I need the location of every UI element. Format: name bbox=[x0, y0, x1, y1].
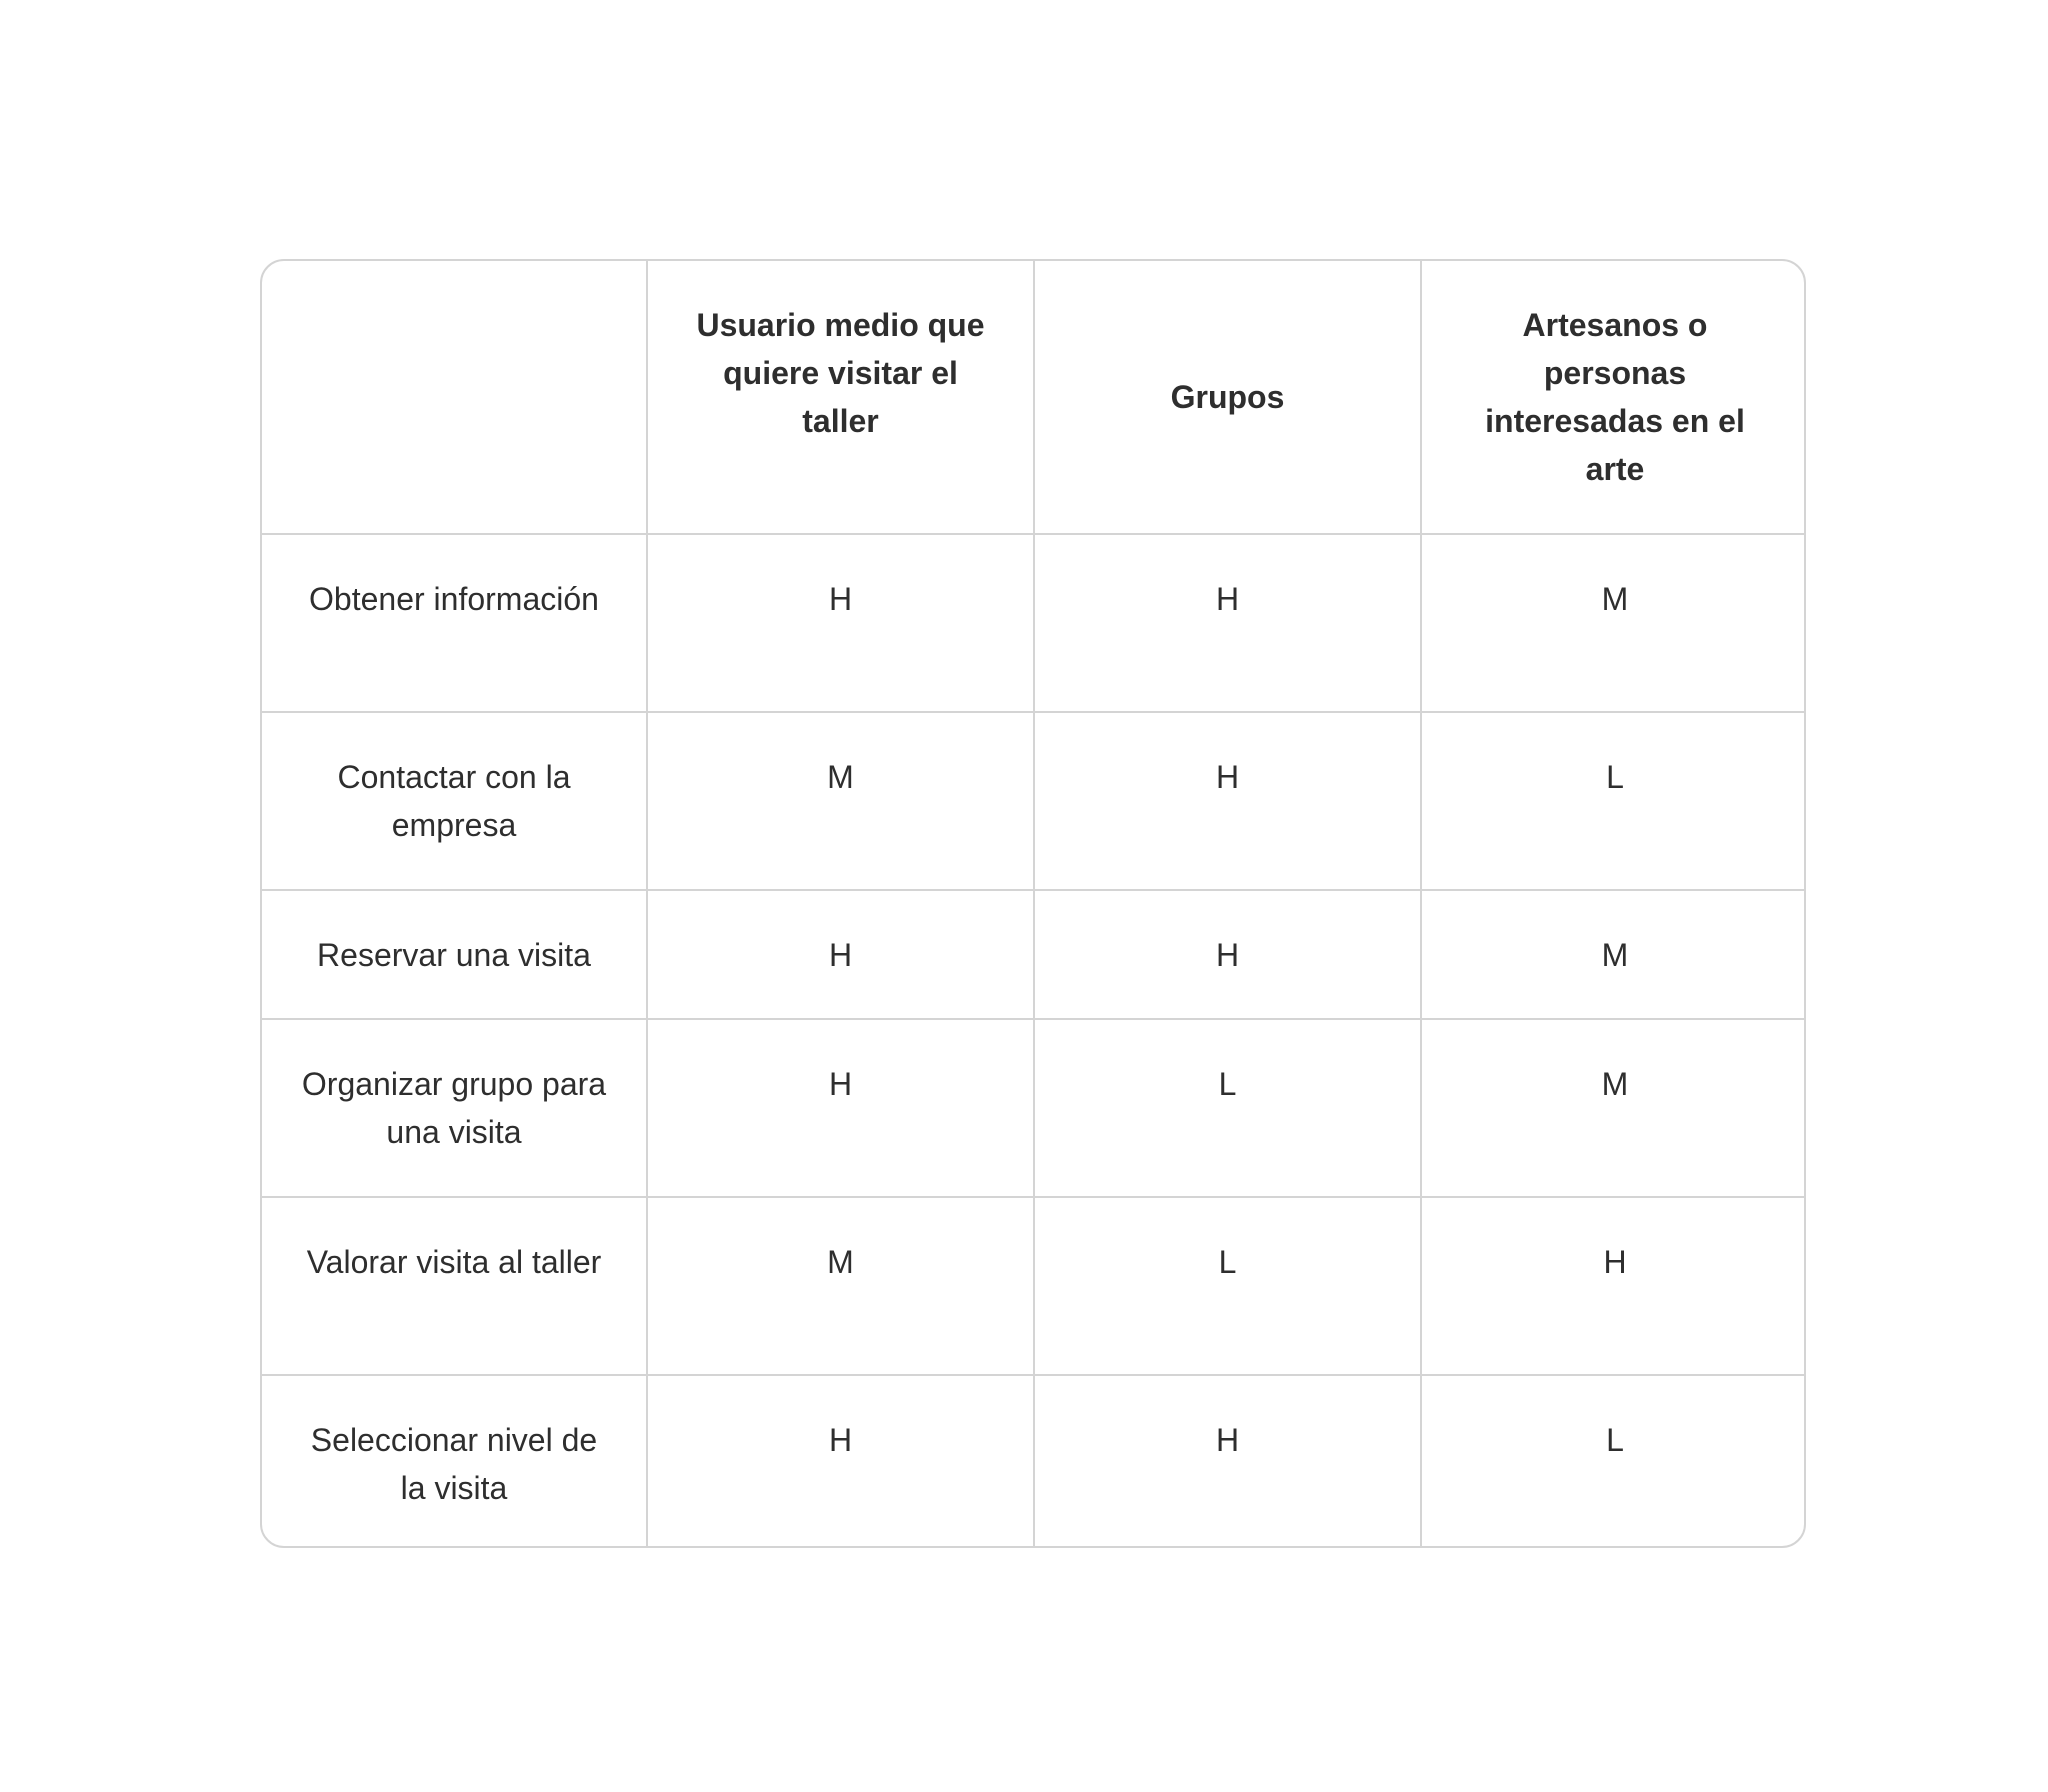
cell-artesanos: L bbox=[1420, 1374, 1804, 1546]
table-row: Obtener información H H M bbox=[262, 534, 1804, 713]
header-grupos: Grupos bbox=[1033, 261, 1422, 535]
cell-artesanos: H bbox=[1420, 1196, 1804, 1376]
cell-grupos: H bbox=[1033, 711, 1422, 891]
row-task-label: Reservar una visita bbox=[262, 889, 648, 1020]
priority-matrix-table: Usuario medio que quiere visitar el tall… bbox=[260, 259, 1806, 1548]
cell-usuario-medio: H bbox=[646, 889, 1035, 1020]
header-artesanos: Artesanos o personas interesadas en el a… bbox=[1420, 261, 1804, 535]
table-header-row: Usuario medio que quiere visitar el tall… bbox=[262, 261, 1804, 535]
row-task-label: Contactar con la empresa bbox=[262, 711, 648, 891]
row-task-label: Organizar grupo para una visita bbox=[262, 1018, 648, 1198]
header-usuario-medio: Usuario medio que quiere visitar el tall… bbox=[646, 261, 1035, 535]
cell-grupos: L bbox=[1033, 1018, 1422, 1198]
header-empty-cell bbox=[262, 261, 648, 535]
cell-usuario-medio: M bbox=[646, 711, 1035, 891]
table-row: Organizar grupo para una visita H L M bbox=[262, 1018, 1804, 1198]
cell-artesanos: M bbox=[1420, 889, 1804, 1020]
row-task-label: Seleccionar nivel de la visita bbox=[262, 1374, 648, 1546]
cell-usuario-medio: M bbox=[646, 1196, 1035, 1376]
table-row: Reservar una visita H H M bbox=[262, 889, 1804, 1020]
cell-grupos: H bbox=[1033, 889, 1422, 1020]
cell-usuario-medio: H bbox=[646, 1018, 1035, 1198]
table-row: Contactar con la empresa M H L bbox=[262, 711, 1804, 891]
row-task-label: Obtener información bbox=[262, 534, 648, 713]
table-row: Seleccionar nivel de la visita H H L bbox=[262, 1374, 1804, 1546]
cell-grupos: H bbox=[1033, 1374, 1422, 1546]
cell-usuario-medio: H bbox=[646, 534, 1035, 713]
cell-artesanos: L bbox=[1420, 711, 1804, 891]
cell-grupos: H bbox=[1033, 534, 1422, 713]
table: Usuario medio que quiere visitar el tall… bbox=[262, 261, 1804, 1546]
table-row: Valorar visita al taller M L H bbox=[262, 1196, 1804, 1376]
cell-grupos: L bbox=[1033, 1196, 1422, 1376]
cell-usuario-medio: H bbox=[646, 1374, 1035, 1546]
cell-artesanos: M bbox=[1420, 1018, 1804, 1198]
row-task-label: Valorar visita al taller bbox=[262, 1196, 648, 1376]
cell-artesanos: M bbox=[1420, 534, 1804, 713]
